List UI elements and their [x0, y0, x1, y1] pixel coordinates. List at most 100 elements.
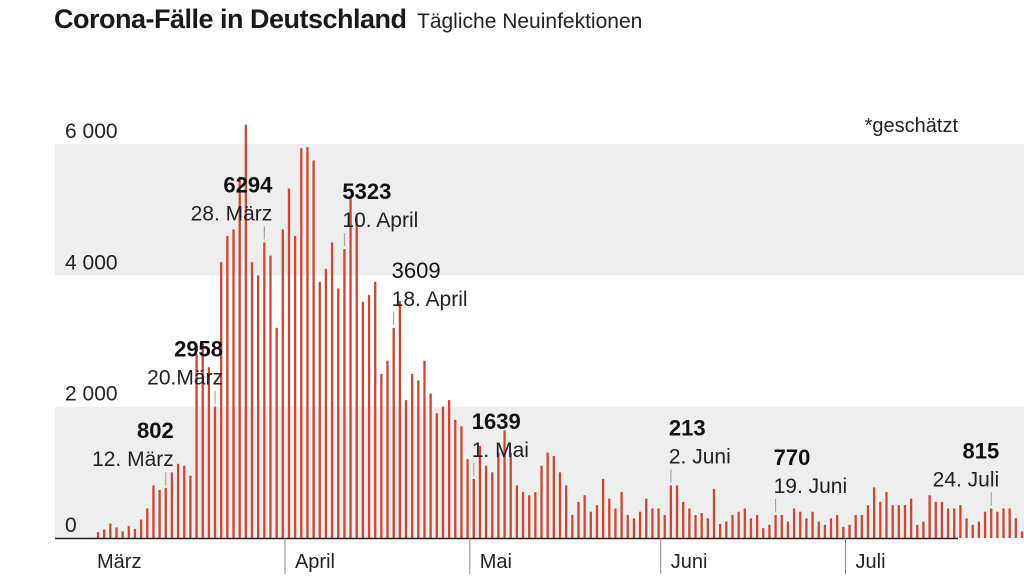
bar — [996, 511, 999, 538]
annotation-date: 24. Juli — [933, 468, 1000, 491]
bar — [706, 518, 709, 538]
bar — [626, 515, 629, 538]
bar — [638, 511, 642, 538]
bar — [189, 475, 192, 538]
bar — [854, 515, 857, 538]
bar — [546, 452, 549, 538]
bar — [380, 373, 383, 538]
bar — [207, 367, 211, 538]
bar — [817, 521, 820, 538]
bar — [374, 281, 377, 538]
bar — [916, 524, 919, 538]
chart-subtitle: Tägliche Neuinfektionen — [417, 10, 643, 33]
bar — [682, 501, 685, 538]
bar — [866, 505, 870, 538]
bar — [491, 472, 494, 538]
bar — [725, 521, 728, 538]
bar — [386, 360, 389, 538]
bar — [183, 465, 186, 538]
bar — [349, 196, 352, 539]
bar — [232, 229, 235, 538]
bar — [429, 393, 432, 538]
bar — [940, 501, 944, 538]
bar — [460, 426, 463, 538]
bar — [860, 515, 863, 538]
bar — [645, 498, 648, 538]
bar — [749, 518, 753, 538]
bar — [343, 249, 346, 539]
bar — [398, 301, 401, 538]
bar — [367, 295, 371, 538]
bar — [146, 508, 149, 538]
bar — [238, 176, 241, 539]
bar — [152, 485, 155, 538]
bar — [441, 406, 445, 538]
bar — [226, 235, 229, 538]
bar — [829, 518, 833, 538]
bar — [423, 360, 426, 538]
annotation-value: 2958 — [174, 337, 223, 362]
y-tick-label: 0 — [65, 514, 77, 537]
bar — [213, 406, 217, 538]
bar — [743, 508, 746, 538]
bar — [454, 419, 457, 538]
bar — [306, 147, 309, 539]
bar — [164, 488, 167, 538]
annotation-value: 815 — [962, 438, 999, 463]
bar — [688, 508, 691, 538]
x-tick-label: April — [295, 551, 335, 573]
bar — [109, 523, 112, 538]
bar — [583, 495, 586, 538]
bar — [663, 515, 666, 538]
bar — [1020, 531, 1024, 538]
y-tick-label: 2 000 — [65, 383, 118, 406]
bar — [472, 478, 475, 538]
bar — [250, 262, 254, 538]
bar — [977, 521, 981, 538]
bar — [700, 513, 703, 538]
bar — [300, 148, 303, 538]
bar — [497, 452, 500, 538]
bar — [139, 519, 143, 538]
bar — [176, 463, 180, 538]
bar — [614, 508, 617, 538]
bar — [133, 528, 137, 538]
bar — [983, 511, 987, 538]
bar — [1014, 518, 1017, 538]
bar — [577, 501, 580, 538]
bar — [805, 518, 808, 538]
bar — [552, 455, 555, 538]
annotation-value: 213 — [669, 415, 706, 440]
x-tick-label: Mai — [480, 551, 512, 573]
bar — [521, 492, 525, 538]
bar — [509, 452, 512, 538]
bar — [965, 518, 968, 538]
bar — [287, 188, 291, 538]
bar — [731, 515, 734, 538]
bar — [330, 242, 334, 538]
bar — [528, 495, 531, 538]
bar — [842, 526, 845, 538]
x-tick-label: Juni — [671, 551, 708, 573]
bar — [885, 492, 888, 538]
bar — [620, 492, 623, 538]
bar — [836, 515, 839, 538]
bar — [361, 301, 365, 538]
x-tick-label: März — [97, 551, 141, 573]
bar — [990, 508, 993, 538]
annotation-value: 802 — [137, 418, 174, 443]
bar — [478, 446, 482, 538]
bar — [934, 501, 937, 538]
bar — [534, 492, 537, 538]
bar — [244, 124, 247, 538]
bar — [959, 505, 962, 538]
bar — [195, 354, 198, 538]
estimate-note: *geschätzt — [865, 115, 959, 137]
y-tick-label: 4 000 — [65, 251, 118, 274]
bar — [897, 505, 900, 538]
bar — [220, 262, 223, 538]
bar — [694, 515, 697, 538]
bar — [540, 465, 543, 538]
bar — [903, 505, 907, 538]
